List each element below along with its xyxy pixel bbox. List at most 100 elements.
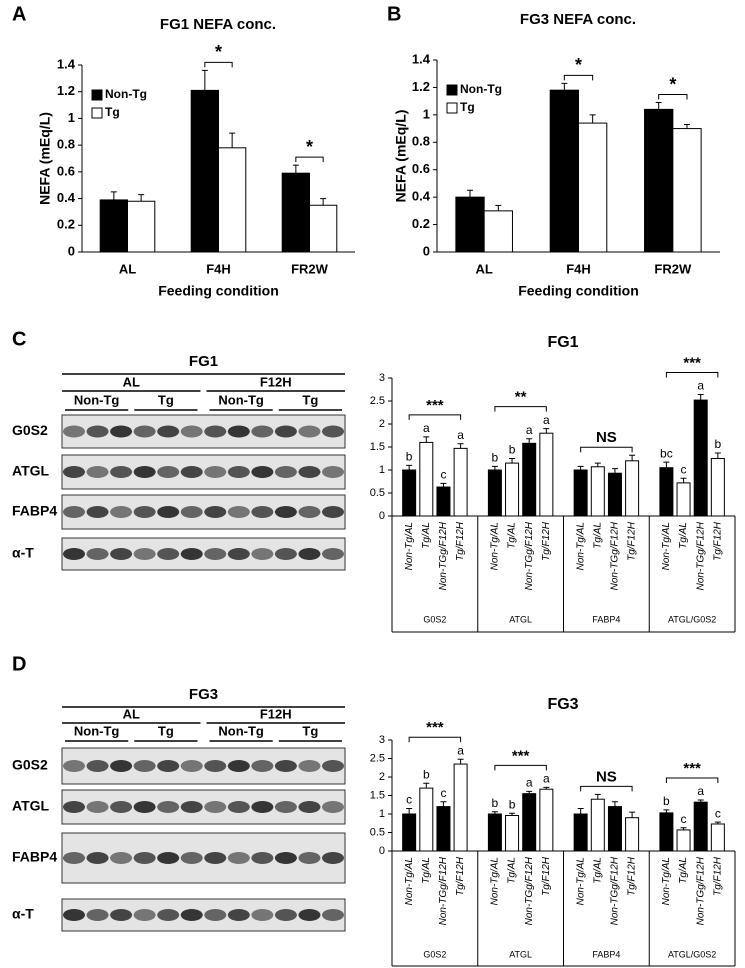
y-tick-label: 0 [379,845,385,857]
legend-swatch [446,84,458,96]
error-bar [201,69,208,91]
significance-bracket [665,777,719,783]
blot-band [274,466,297,478]
x-tick-label: F4H [206,261,231,276]
error-bar [697,799,704,803]
bar [487,469,502,517]
x-tick-label: FABP4 [592,949,620,959]
error-bar [577,807,584,814]
error-bar [543,428,550,434]
blot-band [110,801,133,813]
y-tick-label: 0.6 [57,163,75,178]
significance-letter: b [663,794,670,808]
y-tick-label: 0.8 [412,134,430,149]
bar-label: Tg/F12H [627,521,638,561]
bar [578,122,608,253]
y-tick-label: 0.5 [370,487,385,499]
bar [436,486,451,517]
error-bar [229,132,236,148]
significance-bracket [295,156,324,163]
blot-subgroup-label: Tg [302,392,318,407]
bar-label: Tg/F12H [541,856,552,896]
blot-band [322,909,344,921]
panel-letter: A [12,3,26,25]
y-tick-label: 1 [68,110,75,125]
bar-label: Non-TGg/F12H [524,521,535,590]
significance-bracket [658,94,688,100]
bar [402,469,417,517]
bar [644,108,674,253]
blot-subgroup-label: Non-Tg [218,723,264,738]
blot-band [227,425,250,438]
significance-letter: b [492,450,499,464]
bar [625,817,640,852]
bar-label: Non-Tg/AL [575,857,586,905]
error-bar [440,482,447,488]
blot-band [133,909,156,921]
chart-title: FG1 NEFA conc. [160,16,276,33]
significance-label: NS [596,768,617,785]
bar [693,399,708,517]
significance-letter: a [457,743,464,757]
bar [455,196,485,253]
bar [505,462,520,517]
blot-row-label: FABP4 [12,849,57,865]
bar [590,466,605,517]
error-bar [680,477,687,483]
bar [218,147,247,253]
bar-label: Tg/AL [507,522,518,549]
error-bar [526,438,533,444]
legend-label: Non-Tg [105,87,147,101]
blot-band [86,801,109,813]
significance-letter: a [526,423,533,437]
bar-label: Tg/F12H [627,856,638,896]
blot-band [133,548,156,560]
x-tick-label: ATGL/G0S2 [668,614,716,624]
bar-label: Tg/AL [592,522,603,549]
blot-group-label: AL [123,374,140,389]
error-bar [491,811,498,814]
x-tick-label: G0S2 [423,949,446,959]
blot-row-label: ATGL [12,798,50,814]
y-tick-label: 3 [379,372,385,384]
significance-label: *** [683,760,701,777]
bar [127,200,156,253]
x-tick-label: FABP4 [592,614,620,624]
error-bar [423,436,430,443]
error-bar [714,821,721,824]
blot-subgroup-label: Tg [158,392,174,407]
blot-band [133,852,156,864]
bar-label: Non-Tg/AL [490,522,501,570]
blot-band [180,506,203,518]
y-tick-label: 0.2 [57,217,75,232]
bar [453,447,468,517]
blot-band [298,801,321,813]
x-tick-label: G0S2 [423,614,446,624]
bar [676,482,691,517]
significance-label: NS [596,429,617,446]
bar [573,813,588,852]
blot-band [227,909,250,921]
bar [607,806,622,852]
blot-band [63,466,85,478]
blot-band [157,852,180,864]
blot-band [157,548,180,560]
significance-letter: b [509,797,516,811]
error-bar [611,468,618,474]
blot-band [63,852,85,864]
error-bar [440,801,447,807]
error-bar [629,811,636,818]
blot-row-label: G0S2 [12,757,48,773]
significance-letter: c [440,786,446,800]
bar [659,467,674,517]
blot-subgroup-label: Tg [158,723,174,738]
blot-band [157,909,180,921]
legend-label: Tg [460,100,475,114]
bar [676,829,691,852]
bar-label: Tg/AL [678,857,689,884]
significance-bracket [665,372,719,378]
bar [487,813,502,852]
blot-band [274,548,297,560]
bar [190,89,219,253]
